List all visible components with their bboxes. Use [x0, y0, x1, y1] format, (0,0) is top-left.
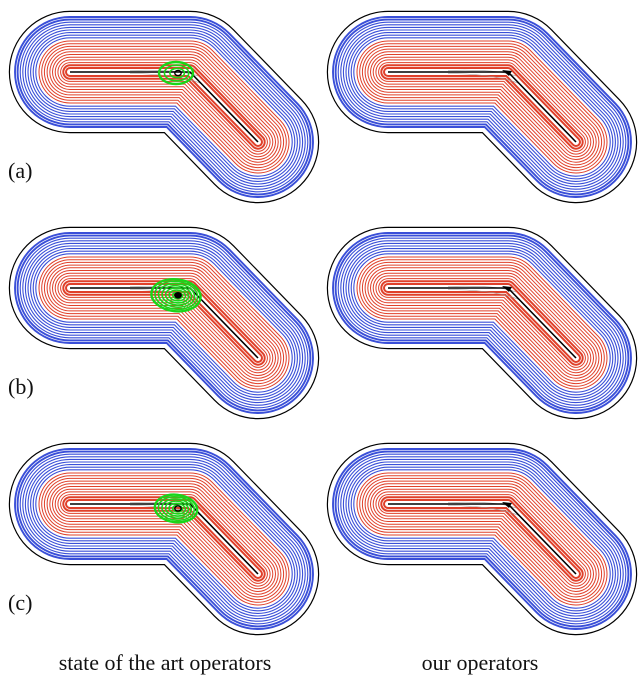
- streamline: [447, 289, 521, 301]
- row-label-c: (c): [8, 590, 33, 615]
- green-vortex: [150, 278, 202, 313]
- panel-ours-row-1: [326, 10, 638, 204]
- panel-ours-row-3: [326, 442, 638, 636]
- caption-our-operators: our operators: [421, 650, 539, 675]
- skeleton-line: [70, 71, 259, 143]
- streamline: [129, 69, 199, 77]
- skeleton-line: [70, 503, 259, 575]
- streamline: [447, 285, 517, 293]
- green-vortex: [157, 60, 195, 86]
- streamline: [447, 69, 517, 77]
- panel-state-of-the-art-row-1: [8, 10, 320, 204]
- panel-state-of-the-art-row-2: [8, 226, 320, 420]
- corner-marker: [502, 286, 512, 292]
- caption-state-of-the-art: state of the art operators: [58, 650, 272, 675]
- streamline: [447, 73, 521, 85]
- streamline: [447, 505, 521, 517]
- row-label-b: (b): [8, 374, 34, 399]
- row-label-a: (a): [8, 158, 33, 183]
- panel-state-of-the-art-row-3: [8, 442, 320, 636]
- corner-marker: [502, 70, 512, 76]
- streamline: [447, 501, 517, 509]
- corner-marker: [502, 502, 512, 508]
- panel-ours-row-2: [326, 226, 638, 420]
- streamline: [129, 285, 199, 293]
- green-vortex: [153, 493, 199, 524]
